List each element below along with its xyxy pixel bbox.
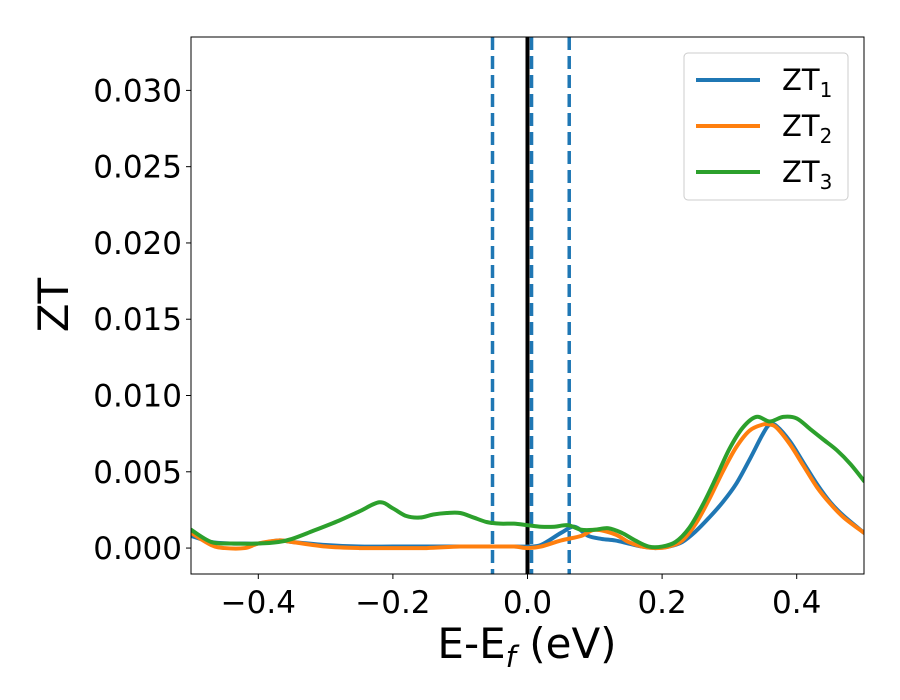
y-axis-label: ZT bbox=[29, 277, 78, 332]
series-lines bbox=[191, 414, 864, 551]
vertical-reference-lines bbox=[490, 37, 571, 574]
x-axis-label: E-Ef (eV) bbox=[437, 619, 616, 674]
y-tick-label: 0.010 bbox=[93, 379, 182, 415]
x-tick-label: −0.2 bbox=[355, 585, 430, 621]
series-line-zt3 bbox=[191, 414, 864, 550]
x-tick-label: 0.0 bbox=[503, 585, 552, 621]
x-tick-label: −0.4 bbox=[221, 585, 296, 621]
legend-label-zt2: ZT2 bbox=[782, 109, 832, 148]
y-tick-label: 0.020 bbox=[93, 226, 182, 262]
y-axis-ticks: 0.000 0.005 0.010 0.015 0.020 0.025 0.030 bbox=[93, 73, 191, 567]
legend: ZT1 ZT2 ZT3 bbox=[683, 52, 849, 201]
legend-label-zt3: ZT3 bbox=[782, 155, 832, 194]
x-tick-label: 0.2 bbox=[637, 585, 686, 621]
y-tick-label: 0.025 bbox=[93, 150, 182, 186]
legend-box bbox=[683, 52, 849, 201]
legend-label-zt1: ZT1 bbox=[782, 63, 832, 102]
y-tick-label: 0.015 bbox=[93, 302, 182, 338]
series-line-zt2 bbox=[191, 421, 864, 551]
y-tick-label: 0.000 bbox=[93, 531, 182, 567]
y-tick-label: 0.005 bbox=[93, 455, 182, 491]
x-axis-ticks: −0.4 −0.2 0.0 0.2 0.4 bbox=[221, 574, 821, 621]
y-tick-label: 0.030 bbox=[93, 73, 182, 109]
x-tick-label: 0.4 bbox=[772, 585, 821, 621]
